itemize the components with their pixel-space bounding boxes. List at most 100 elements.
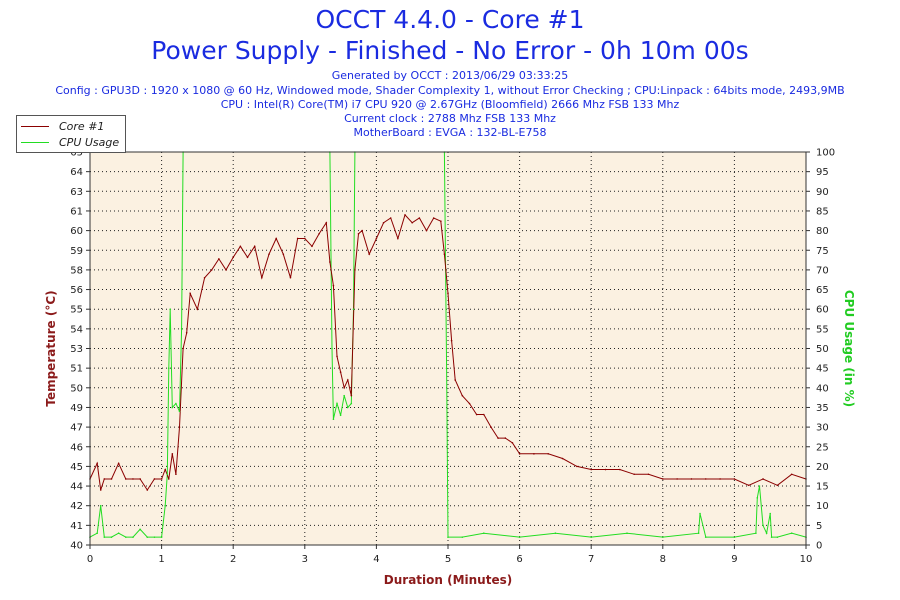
data-point-core-1 [225, 269, 227, 271]
data-point-core-1 [604, 468, 607, 471]
data-point-cpu-usage [770, 536, 773, 538]
data-point-core-1 [311, 245, 313, 248]
data-point-cpu-usage [756, 497, 759, 499]
grid-lines [90, 152, 806, 545]
data-point-cpu-usage [332, 418, 335, 421]
data-point-cpu-usage [180, 328, 183, 330]
data-point-cpu-usage [445, 367, 448, 369]
data-point-core-1 [332, 284, 335, 287]
data-point-core-1 [275, 237, 277, 240]
y-tick-label: 60 [70, 226, 83, 237]
data-point-cpu-usage [171, 406, 174, 409]
data-point-cpu-usage [518, 536, 521, 538]
y-tick-label: 41 [70, 521, 83, 532]
data-point-core-1 [139, 478, 141, 480]
data-point-core-1 [304, 237, 306, 240]
y2-tick-label: 70 [816, 265, 829, 276]
data-point-core-1 [590, 468, 592, 471]
data-point-core-1 [153, 478, 156, 480]
y2-tick-label: 85 [816, 206, 829, 217]
data-point-core-1 [425, 229, 428, 232]
legend-item-cpu-usage: CPU Usage [21, 135, 119, 149]
data-point-cpu-usage [704, 536, 707, 538]
data-point-core-1 [450, 339, 453, 342]
data-point-cpu-usage [117, 532, 120, 535]
data-point-core-1 [339, 371, 342, 373]
x-tick-label: 6 [516, 554, 522, 565]
data-point-cpu-usage [132, 536, 134, 538]
y2-tick-label: 60 [816, 305, 829, 316]
data-point-core-1 [329, 261, 331, 263]
y-tick-label: 49 [70, 403, 83, 414]
x-tick-label: 5 [445, 554, 451, 565]
data-point-core-1 [110, 478, 113, 480]
data-point-core-1 [454, 379, 456, 381]
y2-tick-label: 95 [816, 167, 829, 178]
y-tick-label: 54 [70, 324, 83, 335]
data-point-core-1 [189, 292, 192, 295]
data-point-cpu-usage [447, 536, 449, 538]
data-point-core-1 [468, 402, 471, 405]
data-point-core-1 [185, 331, 188, 334]
data-point-cpu-usage [350, 402, 353, 405]
data-point-core-1 [647, 473, 650, 476]
data-point-core-1 [633, 473, 635, 476]
data-point-core-1 [125, 478, 127, 480]
data-point-core-1 [762, 478, 764, 480]
data-point-cpu-usage [733, 536, 736, 538]
data-point-cpu-usage [776, 536, 779, 538]
data-point-core-1 [418, 217, 421, 219]
data-point-cpu-usage [765, 532, 768, 535]
legend-swatch-cpu-usage [21, 141, 49, 143]
y2-tick-label: 15 [816, 482, 829, 493]
data-point-cpu-usage [110, 536, 113, 538]
legend-label-core-1: Core #1 [59, 119, 105, 133]
data-point-core-1 [662, 478, 664, 480]
data-point-cpu-usage [153, 536, 156, 538]
data-point-cpu-usage [166, 473, 169, 476]
data-point-core-1 [475, 413, 478, 416]
motherboard-info: MotherBoard : EVGA : 132-BL-E758 [353, 126, 547, 139]
data-point-cpu-usage [160, 536, 163, 538]
data-point-core-1 [483, 413, 485, 416]
y-tick-label: 50 [70, 383, 83, 394]
data-point-cpu-usage [461, 536, 464, 538]
y2-tick-label: 80 [816, 226, 829, 237]
data-point-core-1 [533, 453, 535, 455]
data-point-core-1 [576, 465, 578, 468]
data-point-cpu-usage [697, 532, 700, 535]
x-tick-label: 10 [800, 554, 813, 565]
x-tick-label: 7 [588, 554, 594, 565]
data-point-core-1 [547, 453, 550, 455]
y2-tick-label: 25 [816, 442, 829, 453]
legend-swatch-core-1 [21, 125, 49, 127]
data-point-core-1 [132, 478, 134, 480]
data-point-core-1 [375, 237, 378, 240]
y2-tick-label: 55 [816, 324, 829, 335]
y2-tick-label: 40 [816, 383, 829, 394]
data-point-core-1 [196, 308, 199, 311]
x-tick-label: 8 [660, 554, 666, 565]
y-tick-label: 59 [70, 246, 83, 257]
data-point-cpu-usage [99, 504, 102, 507]
x-tick-label: 2 [230, 554, 236, 565]
data-point-core-1 [146, 489, 149, 491]
data-point-core-1 [282, 253, 285, 255]
y-tick-label: 47 [70, 423, 83, 434]
x-tick-label: 4 [373, 554, 379, 565]
y2-tick-label: 0 [816, 541, 822, 552]
y-tick-label: 45 [70, 462, 83, 473]
cpu-info: CPU : Intel(R) Core(TM) i7 CPU 920 @ 2.6… [220, 98, 680, 111]
data-point-core-1 [411, 221, 414, 224]
y2-tick-label: 75 [816, 246, 829, 257]
data-point-core-1 [704, 478, 707, 480]
data-point-cpu-usage [139, 528, 141, 531]
series-points-core-1 [89, 214, 807, 491]
plot-frame [89, 151, 807, 546]
data-point-core-1 [239, 245, 242, 248]
data-point-cpu-usage [762, 524, 764, 527]
y2-tick-label: 10 [816, 501, 829, 512]
data-point-cpu-usage [331, 347, 333, 350]
data-point-core-1 [203, 276, 206, 279]
data-point-core-1 [164, 468, 166, 471]
